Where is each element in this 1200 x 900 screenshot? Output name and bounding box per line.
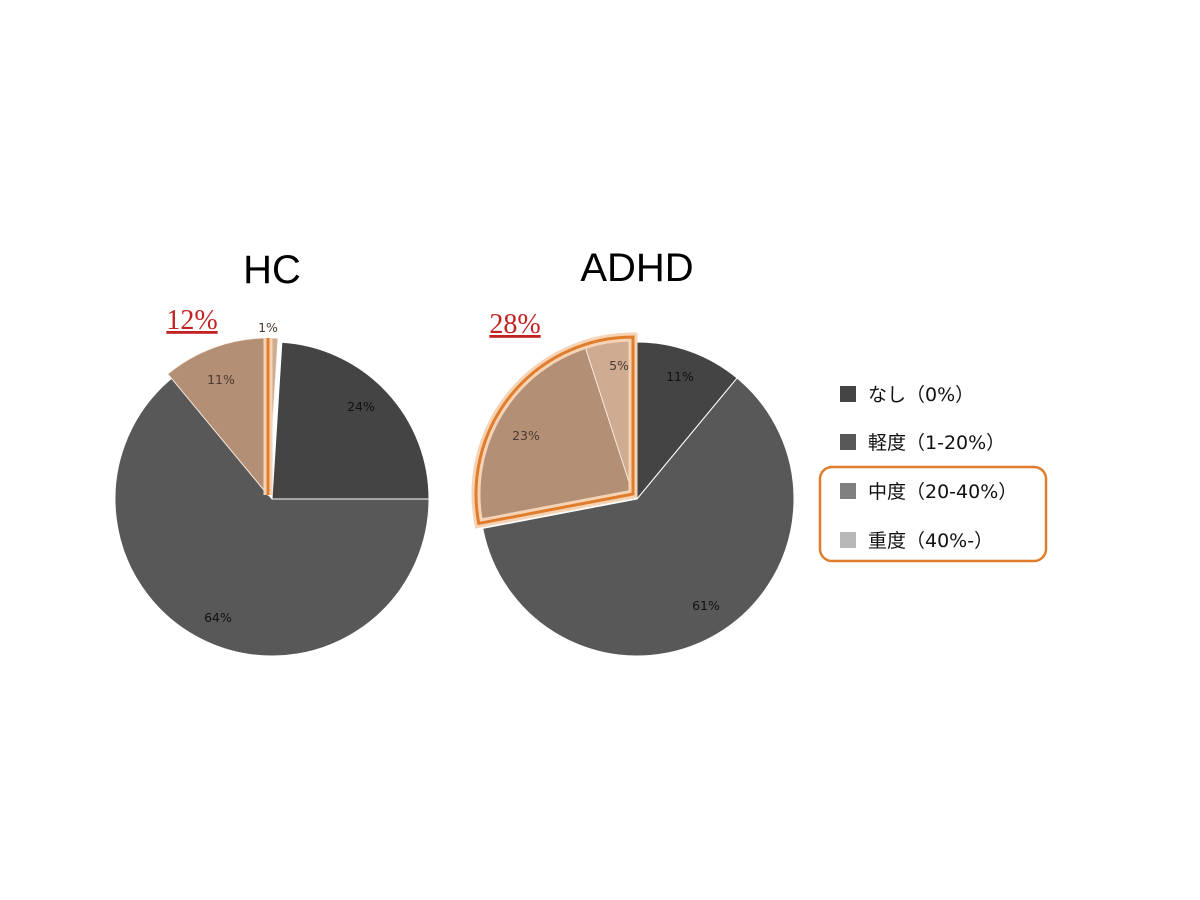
legend-swatch-moderate bbox=[840, 483, 856, 499]
legend-highlight-box bbox=[818, 465, 1048, 563]
legend-swatch-none bbox=[840, 386, 856, 402]
adhd-slice-label-moderate: 23% bbox=[512, 428, 540, 443]
legend-swatch-mild bbox=[840, 434, 856, 450]
adhd-chart-title: ADHD bbox=[580, 246, 693, 290]
hc-pie-labels: 1% 24% 64% 11% bbox=[204, 320, 375, 625]
legend-label-severe: 重度（40%-） bbox=[868, 530, 993, 552]
hc-slice-mild bbox=[114, 377, 430, 657]
hc-slice-moderate-tint bbox=[167, 338, 268, 495]
legend: なし（0%） 軽度（1-20%） 中度（20-40%） 重度（40%-） bbox=[818, 384, 1048, 563]
hc-pie-slices bbox=[114, 337, 430, 657]
hc-slice-label-mild: 64% bbox=[204, 610, 232, 625]
adhd-highlight-outline bbox=[474, 335, 635, 526]
adhd-pie-slices bbox=[471, 332, 795, 657]
adhd-slice-label-none: 11% bbox=[666, 369, 694, 384]
adhd-slice-label-severe: 5% bbox=[609, 358, 629, 373]
hc-chart-title: HC bbox=[243, 248, 301, 292]
adhd-slice-none bbox=[636, 341, 738, 501]
legend-label-mild: 軽度（1-20%） bbox=[868, 432, 1005, 454]
legend-swatch-severe bbox=[840, 532, 856, 548]
adhd-pie-chart: ADHD 28% 11% 61% 23% 5% bbox=[471, 246, 795, 657]
adhd-highlight-percent: 28% bbox=[489, 309, 540, 340]
adhd-slice-moderate-tint bbox=[475, 344, 633, 524]
hc-slice-label-none: 24% bbox=[347, 399, 375, 414]
adhd-slice-label-mild: 61% bbox=[692, 598, 720, 613]
hc-slice-label-moderate: 11% bbox=[207, 372, 235, 387]
legend-label-none: なし（0%） bbox=[868, 384, 974, 406]
legend-label-moderate: 中度（20-40%） bbox=[868, 481, 1017, 503]
hc-pie-chart: HC 12% 1% 24% 64% 11% bbox=[114, 248, 430, 657]
hc-highlight-percent: 12% bbox=[166, 305, 217, 336]
hc-slice-label-severe: 1% bbox=[258, 320, 278, 335]
hc-slice-none bbox=[271, 341, 430, 500]
adhd-slice-mild bbox=[482, 377, 795, 657]
adhd-slice-severe-tint bbox=[584, 337, 633, 494]
adhd-pie-labels: 11% 61% 23% 5% bbox=[512, 358, 720, 613]
